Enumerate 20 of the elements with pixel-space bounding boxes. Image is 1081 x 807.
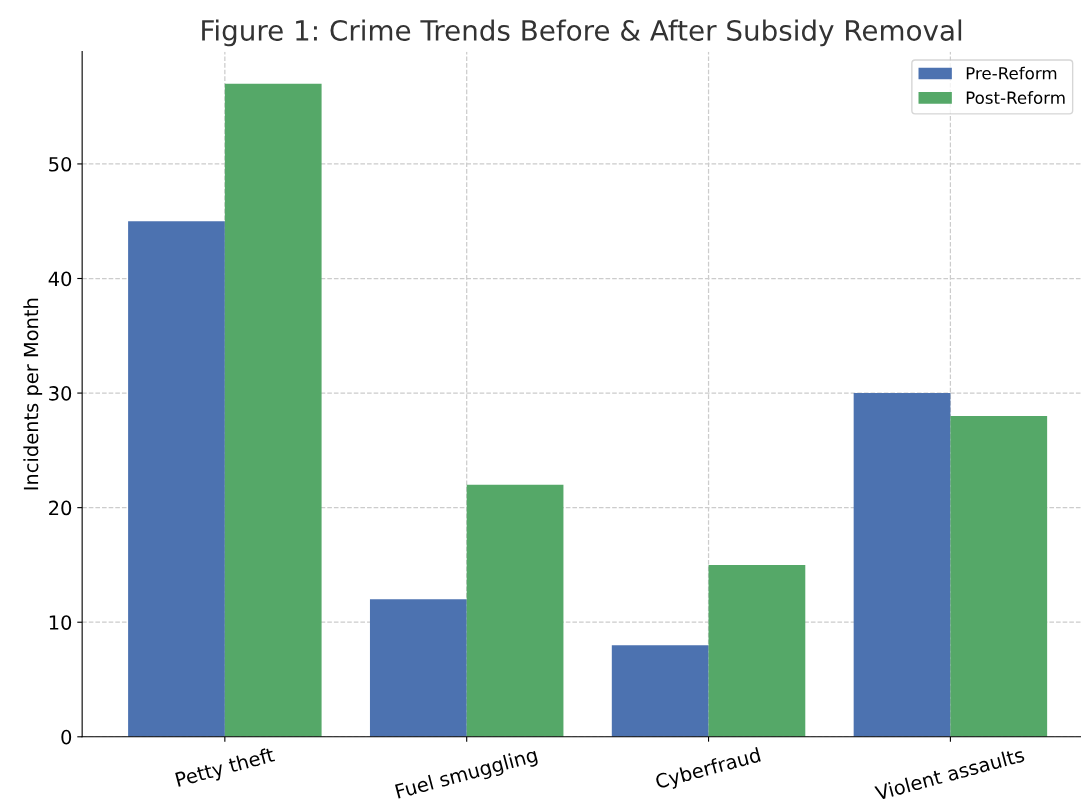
y-tick-label: 10	[49, 615, 72, 630]
x-tick-label: Petty theft	[175, 746, 277, 791]
y-tick-label: 30	[49, 386, 72, 401]
bar	[950, 415, 1048, 737]
bar	[369, 599, 467, 737]
bar	[128, 221, 225, 737]
y-axis-title: Incidents per Month	[23, 298, 43, 490]
y-tick-label: 20	[49, 500, 72, 516]
bar	[708, 564, 806, 737]
y-tick-label: 40	[48, 271, 72, 287]
x-tick-label: Violent assaults	[874, 746, 1025, 801]
legend-label: Post-Reform	[966, 91, 1065, 105]
bar	[853, 393, 951, 737]
legend-label: Pre-Reform	[966, 66, 1057, 80]
bar	[611, 645, 709, 737]
y-tick-label: 0	[61, 729, 72, 745]
y-tick-label: 50	[49, 156, 72, 172]
bar	[466, 484, 564, 737]
chart-title: Figure 1: Crime Trends Before & After Subsidy Removal	[202, 19, 962, 47]
bar	[224, 83, 322, 737]
